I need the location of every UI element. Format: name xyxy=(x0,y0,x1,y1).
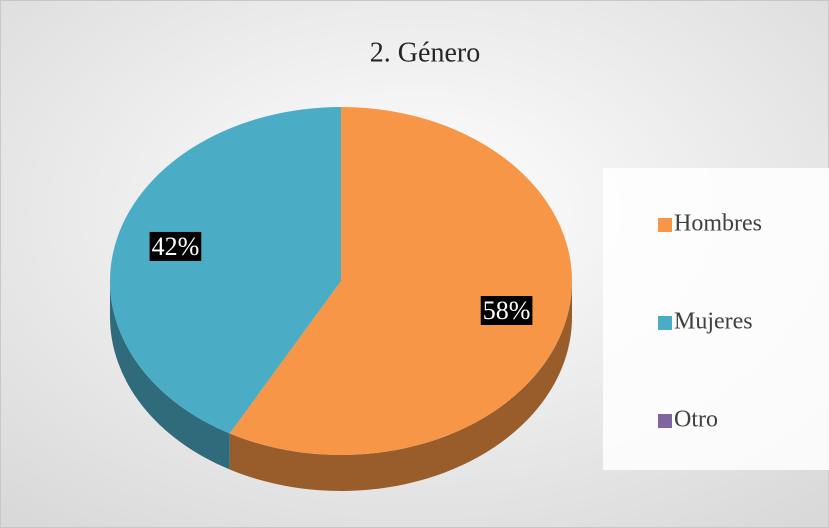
pie-slice xyxy=(110,107,341,434)
legend-swatch xyxy=(658,218,672,232)
chart-title: 2. Género xyxy=(370,37,480,68)
legend-label: Otro xyxy=(674,407,718,433)
legend-swatch xyxy=(658,414,672,428)
legend-panel xyxy=(603,168,829,470)
legend-swatch xyxy=(658,316,672,330)
legend-label: Mujeres xyxy=(674,309,753,335)
slice-side xyxy=(229,281,572,491)
pie-slice xyxy=(229,107,572,456)
data-label-background xyxy=(480,295,533,325)
slice-side xyxy=(110,281,230,470)
data-label: 58% xyxy=(483,296,531,325)
data-label: 42% xyxy=(152,232,200,261)
data-label-background xyxy=(149,231,202,261)
legend-label: Hombres xyxy=(674,211,762,237)
